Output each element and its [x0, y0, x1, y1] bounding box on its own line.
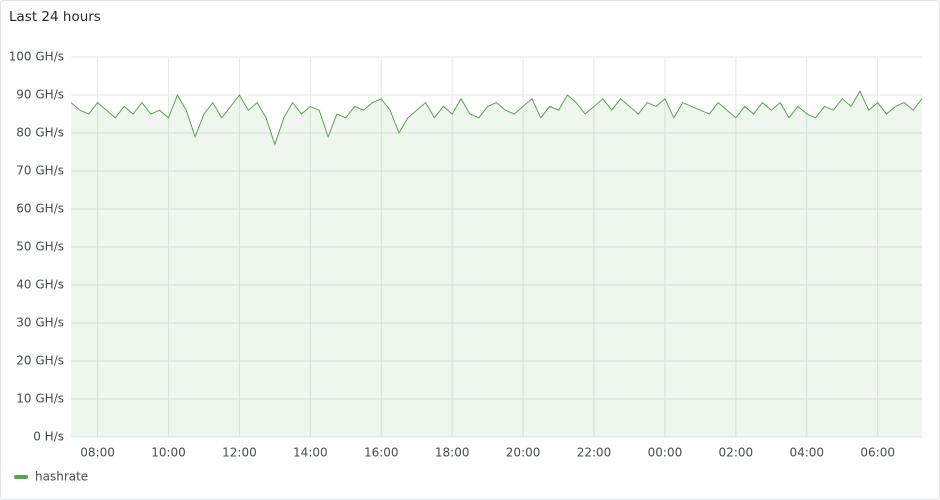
y-tick-label: 70 GH/s — [16, 164, 64, 178]
y-tick-label: 30 GH/s — [16, 316, 64, 330]
y-tick-label: 100 GH/s — [9, 50, 64, 64]
y-tick-label: 90 GH/s — [16, 88, 64, 102]
y-tick-label: 20 GH/s — [16, 354, 64, 368]
x-tick-label: 06:00 — [860, 446, 895, 460]
x-tick-label: 04:00 — [789, 446, 824, 460]
x-tick-label: 08:00 — [80, 446, 115, 460]
x-tick-label: 16:00 — [364, 446, 399, 460]
x-tick-label: 00:00 — [648, 446, 683, 460]
y-tick-label: 40 GH/s — [16, 278, 64, 292]
y-tick-label: 50 GH/s — [16, 240, 64, 254]
x-tick-label: 10:00 — [151, 446, 186, 460]
area-fill — [71, 91, 922, 437]
panel-title: Last 24 hours — [9, 9, 101, 25]
series-line — [70, 90, 923, 146]
y-tick-label: 80 GH/s — [16, 126, 64, 140]
x-tick-label: 12:00 — [222, 446, 257, 460]
x-tick-label: 14:00 — [293, 446, 328, 460]
x-tick-label: 20:00 — [506, 446, 541, 460]
y-tick-label: 10 GH/s — [16, 392, 64, 406]
legend-label: hashrate — [35, 470, 88, 484]
x-tick-label: 02:00 — [719, 446, 754, 460]
legend-swatch — [14, 475, 28, 479]
y-tick-label: 60 GH/s — [16, 202, 64, 216]
y-tick-label: 0 H/s — [33, 430, 64, 444]
x-tick-label: 22:00 — [577, 446, 612, 460]
x-tick-label: 18:00 — [435, 446, 470, 460]
